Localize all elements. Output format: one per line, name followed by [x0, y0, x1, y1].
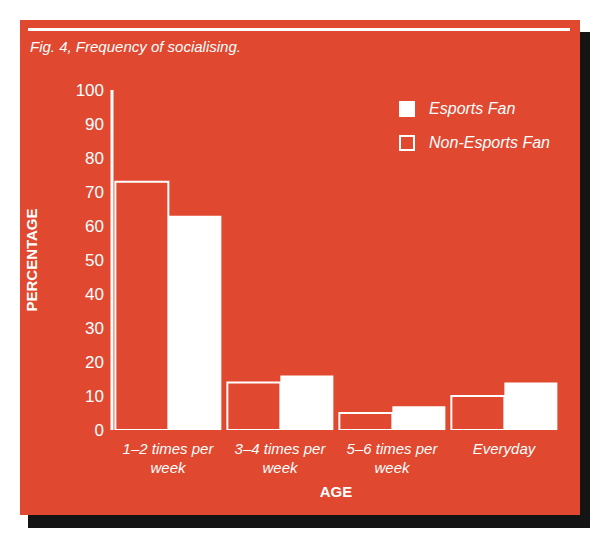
html-text:Esports Fan: Esports Fan: [429, 100, 516, 117]
svg-text:0: 0: [95, 421, 104, 440]
svg-text:10: 10: [85, 387, 104, 406]
svg-text:AGE: AGE: [320, 483, 353, 500]
svg-text:40: 40: [85, 285, 104, 304]
svg-text:5–6 times perweek: 5–6 times perweek: [347, 440, 439, 476]
svg-text:60: 60: [85, 217, 104, 236]
svg-text:1–2 times perweek: 1–2 times perweek: [123, 440, 215, 476]
svg-text:PERCENTAGE: PERCENTAGE: [23, 208, 40, 311]
svg-text:Everyday: Everyday: [473, 440, 537, 457]
svg-text:100: 100: [76, 81, 104, 100]
svg-text:80: 80: [85, 149, 104, 168]
svg-text:70: 70: [85, 183, 104, 202]
svg-text:20: 20: [85, 353, 104, 372]
svg-text:90: 90: [85, 115, 104, 134]
html-text:Fig. 4, Frequency of socialisi: Fig. 4, Frequency of socialising.: [30, 38, 241, 55]
svg-text:50: 50: [85, 251, 104, 270]
svg-text:3–4 times perweek: 3–4 times perweek: [235, 440, 327, 476]
html-text:Non-Esports Fan: Non-Esports Fan: [429, 134, 550, 151]
svg-text:30: 30: [85, 319, 104, 338]
